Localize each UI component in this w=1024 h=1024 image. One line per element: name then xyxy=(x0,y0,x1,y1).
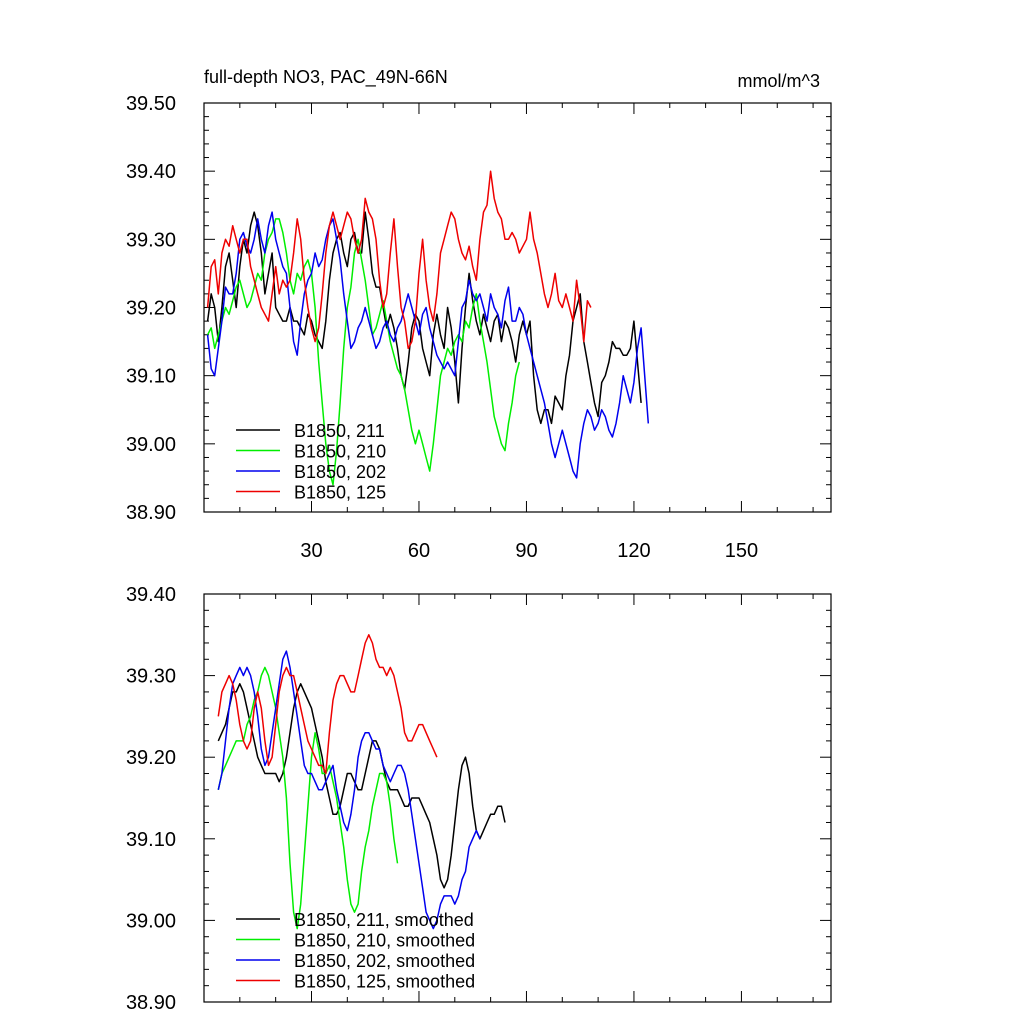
series-line-3 xyxy=(206,211,650,479)
bottom-panel: 38.90 39.00 39.10 39.20 39.30 39.40 B1850, 211… xyxy=(126,584,832,1014)
legend-label: B1850, 125 xyxy=(294,483,386,503)
y-tick-label: 39.20 xyxy=(126,747,176,769)
x-tick-label: 60 xyxy=(408,540,430,562)
legend-label: B1850, 211, smoothed xyxy=(294,910,474,930)
x-tick-label: 90 xyxy=(515,540,537,562)
x-tick-label: 30 xyxy=(300,540,322,562)
legend-label: B1850, 210, smoothed xyxy=(294,931,475,951)
units-label: mmol/m^3 xyxy=(738,71,820,91)
y-tick-label: 39.10 xyxy=(126,829,176,851)
y-tick-label: 39.30 xyxy=(126,666,176,688)
y-tick-label: 39.10 xyxy=(126,366,176,388)
x-tick-label: 120 xyxy=(617,540,650,562)
y-tick-label: 38.90 xyxy=(126,502,176,524)
legend-label: B1850, 125, smoothed xyxy=(294,972,475,992)
y-tick-label: 39.30 xyxy=(126,229,176,251)
y-tick-label: 39.40 xyxy=(126,584,176,606)
series-line-1 xyxy=(217,683,506,889)
top-panel: 38.90 39.00 39.10 39.20 39.30 39.40 39.50 30 60 9… xyxy=(126,93,832,562)
legend-label: B1850, 202 xyxy=(294,462,386,482)
series-line-1 xyxy=(206,211,642,425)
x-tick-label: 150 xyxy=(725,540,758,562)
legend-label: B1850, 202, smoothed xyxy=(294,951,475,971)
y-tick-label: 39.40 xyxy=(126,161,176,183)
series-line-4 xyxy=(217,634,438,775)
y-tick-label: 38.90 xyxy=(126,992,176,1014)
y-tick-label: 39.00 xyxy=(126,910,176,932)
series-line-2 xyxy=(217,666,399,930)
y-tick-label: 39.20 xyxy=(126,298,176,320)
series-line-4 xyxy=(206,170,592,350)
y-tick-label: 39.50 xyxy=(126,93,176,115)
legend-label: B1850, 211 xyxy=(294,421,385,441)
legend-label: B1850, 210 xyxy=(294,442,386,462)
series-line-2 xyxy=(206,218,521,486)
series-line-3 xyxy=(217,650,481,930)
y-tick-label: 39.00 xyxy=(126,434,176,456)
chart-title: full-depth NO3, PAC_49N-66N xyxy=(204,67,448,88)
plot-frame xyxy=(203,593,832,1003)
